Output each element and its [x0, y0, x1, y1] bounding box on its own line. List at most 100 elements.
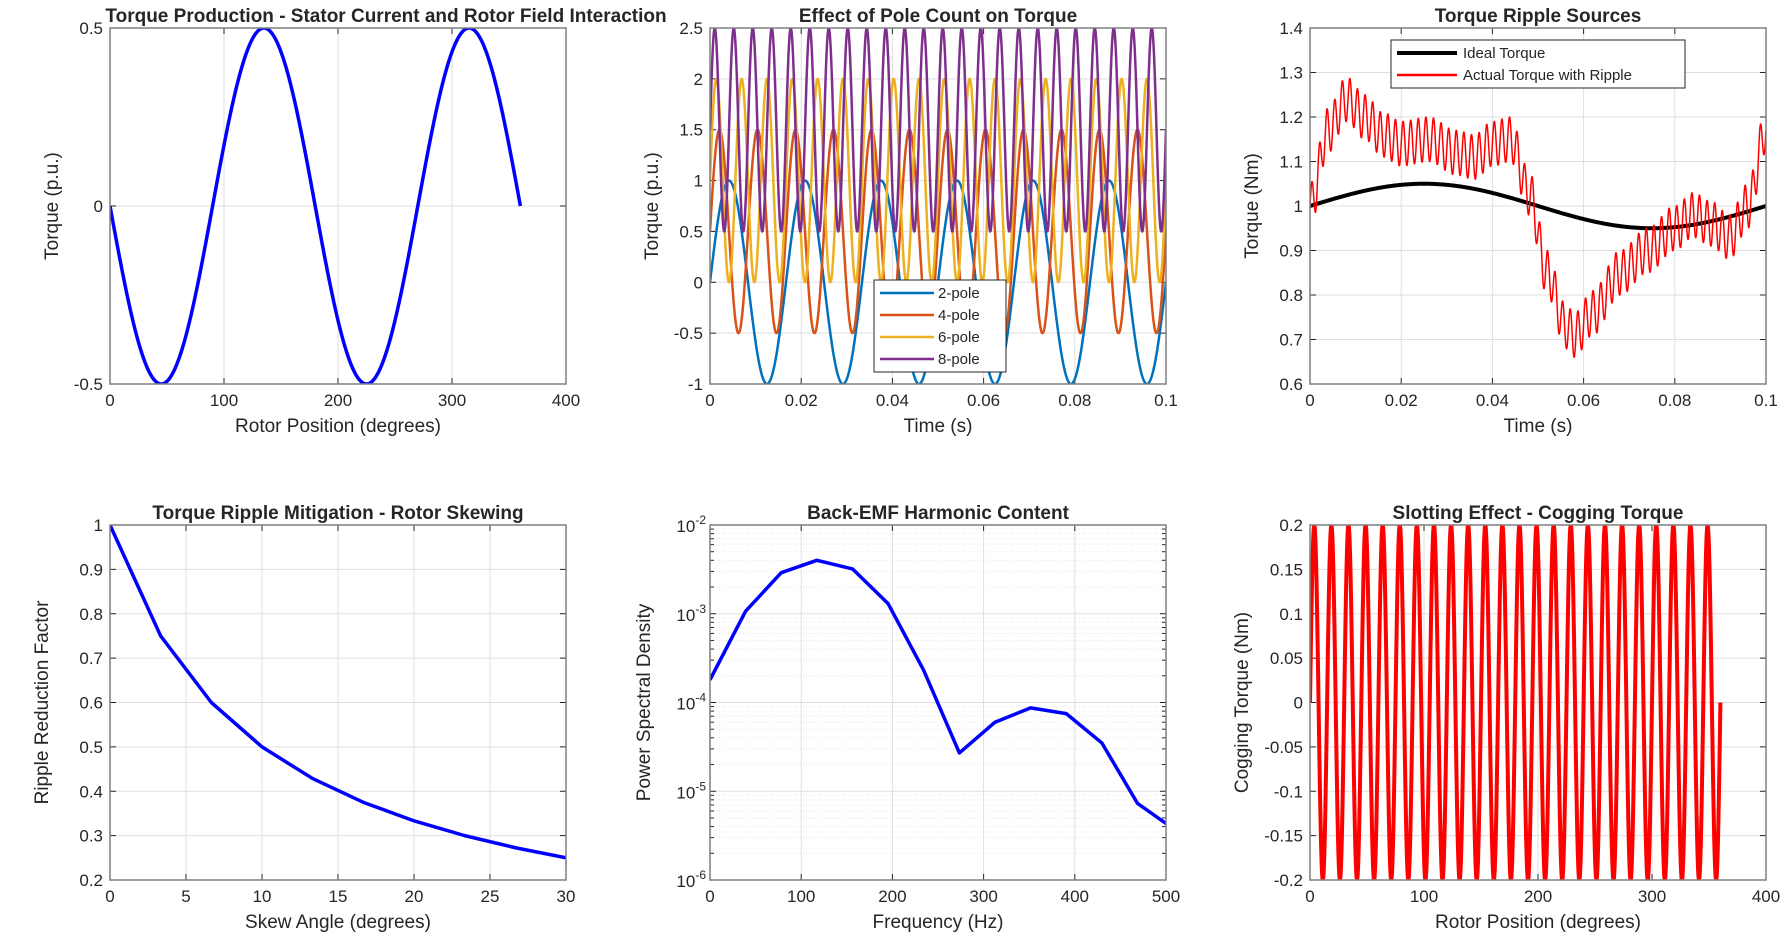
- y-tick-exponent: -6: [695, 868, 706, 882]
- y-tick-label: 0.7: [79, 649, 103, 668]
- y-axis-label: Cogging Torque (Nm): [1232, 612, 1253, 793]
- y-tick-label: 1.5: [679, 121, 703, 140]
- x-tick-label: 15: [329, 887, 348, 906]
- y-tick-label: -0.5: [74, 375, 103, 394]
- x-tick-label: 0: [105, 391, 114, 410]
- x-axis-label: Rotor Position (degrees): [1435, 912, 1641, 933]
- x-tick-label: 0: [1305, 391, 1314, 410]
- chart-title: Slotting Effect - Cogging Torque: [1393, 503, 1684, 524]
- axes-box: [709, 27, 1167, 385]
- y-tick-label: 0.8: [79, 605, 103, 624]
- y-tick-label: 0.3: [79, 827, 103, 846]
- series-group: [110, 28, 523, 384]
- y-tick-label: -0.05: [1264, 738, 1303, 757]
- y-axis-label: Torque (Nm): [1242, 153, 1263, 259]
- x-tick-label: 300: [438, 391, 466, 410]
- y-tick-exponent: -5: [695, 779, 706, 793]
- x-tick-label: 0.08: [1658, 391, 1691, 410]
- x-tick-label: 400: [552, 391, 580, 410]
- legend-box: [873, 279, 1007, 373]
- y-tick-label: -0.15: [1264, 827, 1303, 846]
- y-axis-label: Ripple Reduction Factor: [32, 600, 53, 804]
- subplot-p2: 0 0.02 0.04 0.06 0.08 0.1 -1 -0.5 0 0.5 1 1.5 2 2.5 Ef…: [642, 6, 1178, 437]
- y-tick-label: 1.3: [1279, 64, 1303, 83]
- x-tick-label: 20: [405, 887, 424, 906]
- y-tick-label: 10-3: [676, 602, 706, 625]
- x-tick-label: 200: [1524, 887, 1552, 906]
- legend-label: 6-pole: [938, 329, 980, 346]
- legend: 2-pole 4-pole 6-pole 8-pole: [873, 279, 1007, 373]
- y-tick-label: 0: [94, 197, 103, 216]
- chart-title: Effect of Pole Count on Torque: [799, 6, 1077, 27]
- y-tick-label: 0.6: [79, 694, 103, 713]
- y-tick-label: 10-5: [676, 779, 706, 802]
- subplot-p6: 0 100 200 300 400 -0.2 -0.15 -0.1 -0.05 0 0.05 0.1 0…: [1232, 503, 1780, 933]
- x-tick-label: 400: [1061, 887, 1089, 906]
- x-tick-label: 0.02: [785, 391, 818, 410]
- x-tick-label: 10: [253, 887, 272, 906]
- axes-box: [1309, 524, 1767, 881]
- chart-title: Torque Ripple Mitigation - Rotor Skewing: [152, 503, 523, 524]
- x-tick-label: 30: [557, 887, 576, 906]
- y-axis-label: Power Spectral Density: [634, 603, 655, 801]
- x-tick-label: 200: [324, 391, 352, 410]
- y-tick-exponent: -3: [695, 602, 706, 616]
- y-tick-label: 1.2: [1279, 108, 1303, 127]
- x-tick-label: 100: [1410, 887, 1438, 906]
- chart-title: Torque Production - Stator Current and R…: [105, 6, 666, 27]
- series-line-4-pole: [710, 128, 1166, 335]
- y-tick-label: 1: [1294, 197, 1303, 216]
- x-axis-label: Frequency (Hz): [873, 912, 1004, 933]
- x-axis-label: Time (s): [1504, 416, 1573, 437]
- x-tick-label: 0.04: [876, 391, 909, 410]
- subplot-p5: 0 100 200 300 400 500 10-6 10-5 10-4 10-3 10-2 Back…: [634, 503, 1180, 933]
- legend: Ideal Torque Actual Torque with Ripple: [1390, 39, 1686, 89]
- x-tick-label: 100: [210, 391, 238, 410]
- x-tick-label: 0: [1305, 887, 1314, 906]
- y-tick-label: 0.6: [1279, 375, 1303, 394]
- x-tick-label: 0.1: [1154, 391, 1178, 410]
- y-tick-label: 1.1: [1279, 153, 1303, 172]
- y-tick-label: 10-4: [676, 691, 706, 714]
- series-group: [1310, 525, 1723, 880]
- series-line-actual-torque-with-ripple: [1310, 77, 1766, 359]
- y-tick-label: -0.1: [1274, 782, 1303, 801]
- series-line-6-pole: [710, 77, 1166, 284]
- y-tick-label: 0.15: [1270, 560, 1303, 579]
- series-group: [1310, 77, 1766, 359]
- y-tick-label: 0.1: [1279, 605, 1303, 624]
- series-group: [710, 558, 1166, 826]
- legend-label: Actual Torque with Ripple: [1463, 67, 1632, 84]
- y-tick-label: 0.5: [679, 222, 703, 241]
- y-tick-label: 0.9: [1279, 242, 1303, 261]
- series-line-reduction: [110, 525, 566, 860]
- axes-box: [109, 27, 567, 385]
- x-tick-label: 500: [1152, 887, 1180, 906]
- x-axis-label: Skew Angle (degrees): [245, 912, 431, 933]
- y-tick-label: 0.8: [1279, 286, 1303, 305]
- series-line-torque: [110, 28, 523, 384]
- x-tick-label: 0.06: [967, 391, 1000, 410]
- x-tick-label: 100: [787, 887, 815, 906]
- legend-label: 8-pole: [938, 351, 980, 368]
- x-tick-label: 300: [969, 887, 997, 906]
- y-axis-label: Torque (p.u.): [642, 152, 663, 260]
- y-tick-label: 1: [94, 516, 103, 535]
- y-tick-label: -0.5: [674, 324, 703, 343]
- series-line-psd: [710, 558, 1166, 826]
- x-axis-label: Time (s): [904, 416, 973, 437]
- y-tick-label: -0.2: [1274, 871, 1303, 890]
- x-tick-label: 0.04: [1476, 391, 1509, 410]
- y-tick-label: 1: [694, 172, 703, 191]
- y-axis-label: Torque (p.u.): [42, 152, 63, 260]
- subplot-p4: 0 5 10 15 20 25 30 0.2 0.3 0.4 0.5 0.6 0.7 0.8 0.9 1 Tor…: [32, 503, 575, 933]
- x-tick-label: 0: [705, 887, 714, 906]
- y-tick-label: 1.4: [1279, 19, 1303, 38]
- y-tick-label: 0.5: [79, 738, 103, 757]
- x-axis-label: Rotor Position (degrees): [235, 416, 441, 437]
- y-tick-label: 0.2: [1279, 516, 1303, 535]
- x-tick-label: 200: [878, 887, 906, 906]
- y-tick-label: 0: [1294, 694, 1303, 713]
